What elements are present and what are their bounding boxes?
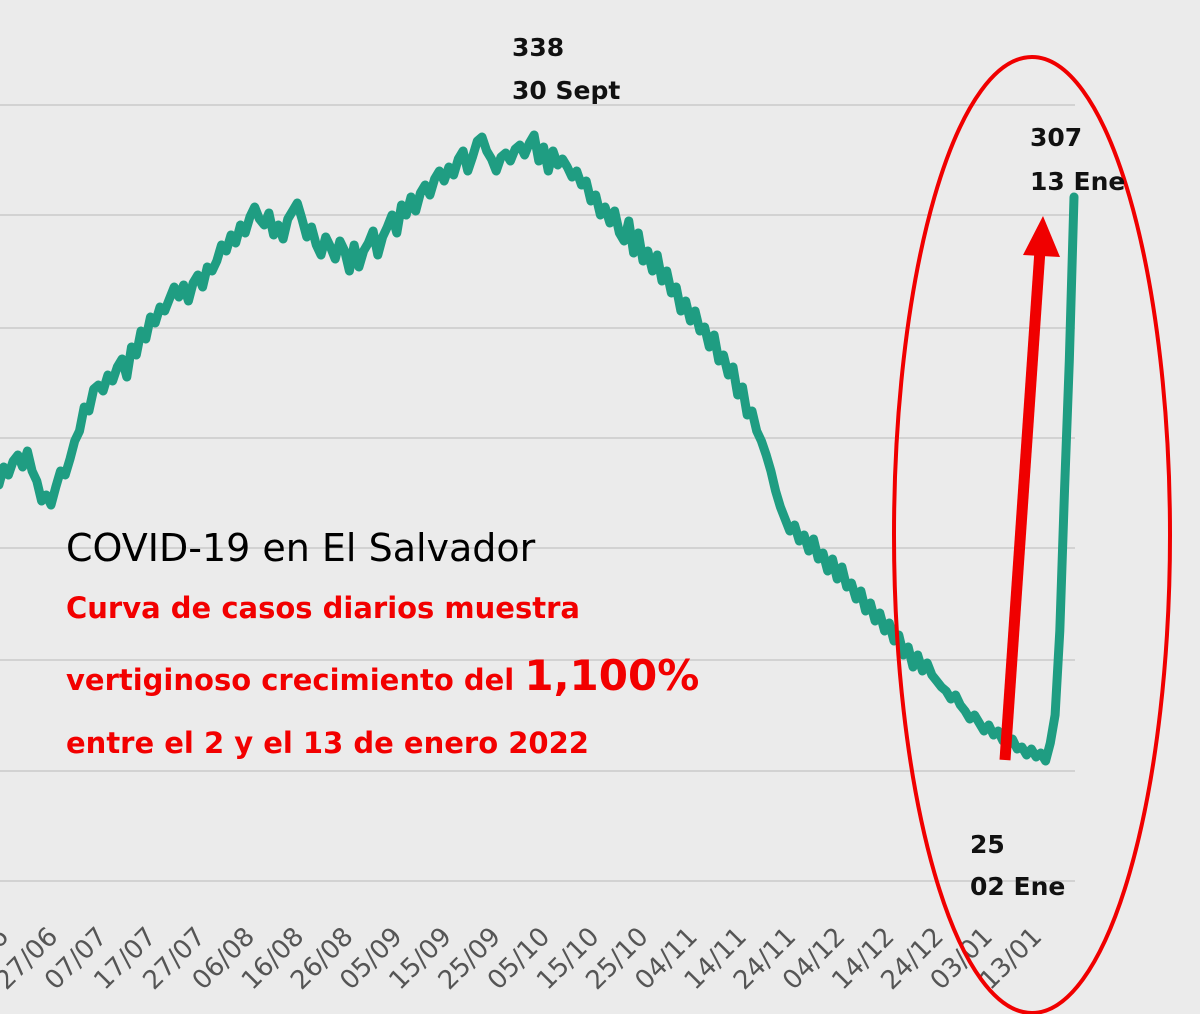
recent-date-label: 13 Ene	[1030, 167, 1125, 196]
caption-line-1: Curva de casos diarios muestra	[66, 591, 580, 625]
caption-line-3: entre el 2 y el 13 de enero 2022	[66, 726, 589, 760]
gridlines	[0, 104, 1075, 882]
arrow-head	[1023, 216, 1060, 257]
caption-percentage: 1,100%	[524, 651, 699, 700]
x-axis-tick-labels: 17/0627/0607/0717/0727/0706/0816/0826/08…	[0, 922, 1048, 996]
caption-line-2: vertiginoso crecimiento del 1,100%	[66, 651, 699, 700]
caption-line-2-text: vertiginoso crecimiento del	[66, 663, 524, 697]
peak-value-label: 338	[512, 33, 564, 62]
low-date-label: 02 Ene	[970, 872, 1065, 901]
caption-title: COVID-19 en El Salvador	[66, 526, 536, 570]
arrow-shaft	[999, 249, 1046, 761]
recent-value-label: 307	[1030, 123, 1082, 152]
highlight-ellipse	[892, 55, 1172, 1014]
peak-date-label: 30 Sept	[512, 76, 620, 105]
low-value-label: 25	[970, 830, 1005, 859]
highlight-arrow	[999, 216, 1060, 761]
daily-cases-line	[0, 130, 1079, 766]
